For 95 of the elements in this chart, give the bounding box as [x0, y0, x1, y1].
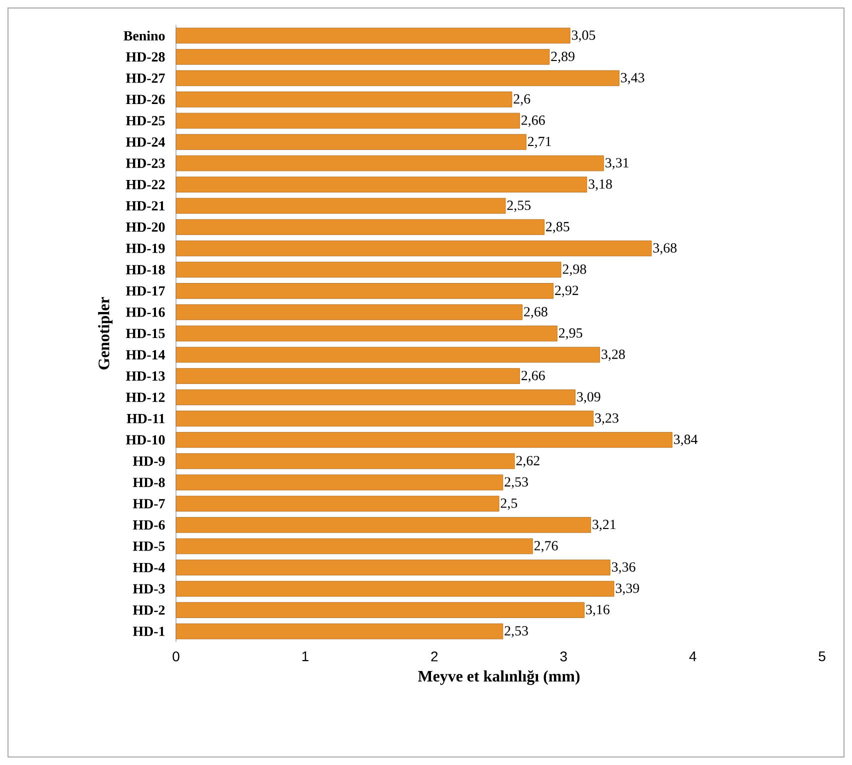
y-tick-label: HD-28 — [126, 52, 165, 62]
y-tick-label: HD-4 — [132, 562, 165, 572]
bar — [176, 389, 576, 406]
data-label: 2,6 — [514, 94, 530, 106]
y-tick-label: HD-26 — [126, 94, 165, 104]
y-tick-label: HD-6 — [132, 520, 165, 530]
x-tick-label: 4 — [689, 652, 696, 662]
data-label: 2,53 — [504, 477, 528, 489]
x-tick-label: 2 — [431, 651, 438, 662]
y-tick-label: HD-21 — [126, 201, 165, 210]
bar — [176, 538, 533, 554]
x-tick-label: 0 — [172, 651, 180, 662]
bar — [176, 92, 512, 108]
bar — [176, 432, 672, 448]
bar — [176, 49, 550, 65]
data-label: 2,92 — [555, 286, 578, 298]
x-tick-label: 1 — [302, 652, 308, 662]
bar — [176, 240, 652, 256]
bar — [176, 474, 504, 490]
y-tick-label: HD-22 — [126, 180, 165, 190]
bar — [176, 453, 515, 469]
bar — [176, 219, 544, 235]
y-tick-label: HD-12 — [126, 392, 165, 402]
bar — [176, 70, 620, 86]
y-axis-title: Genotipler — [98, 297, 113, 370]
data-label: 2,66 — [521, 370, 545, 382]
y-tick-label: HD-11 — [126, 414, 165, 424]
y-tick-label: HD-8 — [132, 478, 165, 488]
data-label: 2,71 — [528, 136, 551, 148]
data-label: 2,66 — [521, 116, 545, 127]
bar — [176, 134, 526, 150]
y-tick-label: HD-16 — [126, 308, 165, 317]
data-label: 2,62 — [516, 456, 540, 468]
data-label: 2,53 — [504, 626, 528, 638]
y-tick-label: HD-2 — [132, 605, 165, 615]
data-label: 2,68 — [524, 307, 548, 318]
data-label: 3,28 — [602, 350, 625, 361]
bar — [176, 602, 584, 618]
y-tick-label: HD-23 — [126, 158, 165, 168]
y-tick-label: HD-7 — [132, 499, 165, 508]
bar — [176, 623, 504, 640]
bar — [176, 176, 588, 192]
bar — [176, 496, 500, 512]
data-label: 2,95 — [558, 328, 582, 340]
y-tick-label: Benino — [124, 30, 165, 41]
y-tick-label: HD-15 — [126, 328, 165, 338]
x-tick-label: 5 — [818, 652, 826, 662]
data-label: 3,21 — [592, 520, 616, 532]
data-label: 3,09 — [577, 392, 600, 404]
data-label: 3,84 — [674, 434, 698, 446]
data-label: 3,36 — [612, 562, 636, 574]
bar — [176, 112, 520, 129]
bar — [176, 155, 604, 172]
y-tick-label: HD-10 — [126, 435, 165, 445]
data-label: 3,43 — [621, 72, 644, 84]
data-label: 3,18 — [588, 179, 612, 191]
data-label: 3,68 — [653, 243, 677, 255]
y-tick-label: HD-27 — [126, 74, 165, 83]
y-tick-label: HD-18 — [126, 264, 165, 274]
data-label: 2,76 — [534, 541, 558, 552]
y-tick-label: HD-19 — [126, 244, 165, 254]
y-tick-label: HD-3 — [132, 584, 165, 594]
x-axis-title: Meyve et kalınlığı (mm) — [418, 670, 580, 685]
bar — [176, 262, 562, 278]
bar — [176, 368, 520, 384]
bar — [176, 580, 614, 597]
bar — [176, 346, 600, 363]
data-label: 3,16 — [586, 604, 610, 616]
data-label: 3,31 — [606, 158, 628, 170]
data-label: 3,39 — [616, 584, 640, 595]
x-tick-label: 3 — [560, 651, 567, 662]
data-label: 2,5 — [500, 498, 518, 510]
data-label: 2,55 — [507, 200, 531, 212]
bar — [176, 410, 594, 426]
bar — [176, 560, 610, 576]
bar — [176, 517, 591, 533]
bar — [176, 326, 558, 342]
data-label: 3,05 — [572, 30, 596, 42]
data-label: 2,85 — [546, 222, 570, 234]
y-tick-label: HD-17 — [126, 286, 165, 296]
data-label: 3,23 — [595, 413, 618, 425]
bar — [176, 28, 570, 44]
data-label: 2,89 — [551, 52, 574, 64]
bar — [176, 283, 554, 299]
bar — [176, 304, 522, 320]
y-tick-label: HD-5 — [132, 542, 165, 551]
bar — [176, 198, 506, 214]
y-tick-label: HD-25 — [126, 116, 165, 126]
y-tick-label: HD-9 — [132, 456, 165, 466]
y-tick-label: HD-13 — [126, 371, 165, 381]
data-label: 2,98 — [562, 264, 586, 276]
y-tick-label: HD-1 — [132, 626, 165, 636]
y-tick-label: HD-14 — [126, 350, 165, 360]
y-tick-label: HD-20 — [126, 222, 165, 232]
y-tick-label: HD-24 — [126, 137, 165, 147]
